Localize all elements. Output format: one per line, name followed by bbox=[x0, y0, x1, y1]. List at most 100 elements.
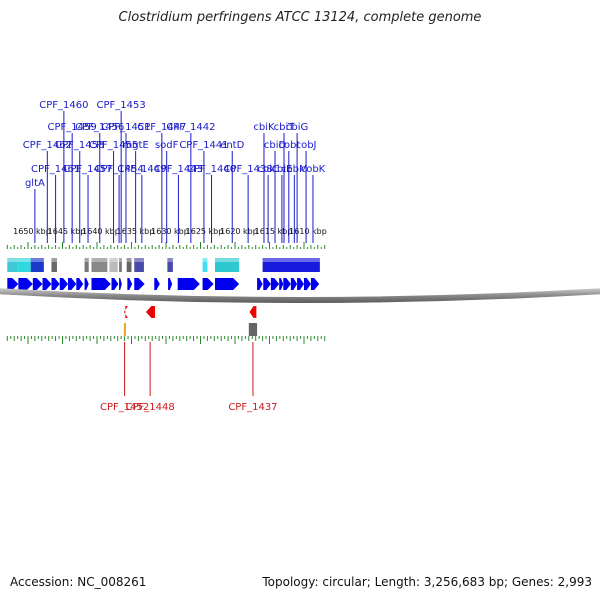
gene-label: CPF_1457 bbox=[63, 164, 112, 175]
gene-label: CPF_1459 bbox=[48, 122, 97, 133]
scale-label: 1630 kbp bbox=[151, 227, 189, 236]
scale-label: 1625 kbp bbox=[186, 227, 224, 236]
forward-strand-genes bbox=[7, 278, 320, 290]
feature-block-highlight bbox=[109, 258, 118, 262]
feature-block bbox=[91, 258, 108, 272]
feature-block-highlight bbox=[17, 258, 31, 262]
genome-summary: Topology: circular; Length: 3,256,683 bp… bbox=[262, 575, 592, 589]
scale-label: 1645 kbp bbox=[48, 227, 86, 236]
feature-block-highlight bbox=[119, 258, 122, 262]
gene-label: CPF_1440 bbox=[187, 164, 236, 175]
gene-label: CPF_1447 bbox=[137, 122, 186, 133]
forward-gene-arrow bbox=[263, 278, 271, 290]
forward-gene-arrow bbox=[283, 278, 291, 290]
reverse-feature-block bbox=[123, 323, 126, 336]
forward-gene-arrow bbox=[279, 278, 284, 290]
forward-gene-arrow bbox=[177, 278, 200, 290]
gene-label: CPF_1460 bbox=[39, 100, 88, 111]
feature-block bbox=[30, 258, 44, 272]
feature-block bbox=[126, 258, 132, 272]
gene-label: entD bbox=[220, 140, 244, 151]
feature-block-highlight bbox=[91, 258, 108, 262]
scale-label: 1615 kbp bbox=[255, 227, 293, 236]
gene-label: CPF_1456 bbox=[75, 122, 124, 133]
forward-gene-arrow bbox=[32, 278, 43, 290]
gene-label: CPF_1461 bbox=[31, 164, 80, 175]
feature-block bbox=[167, 258, 173, 272]
genome-backbone bbox=[0, 288, 600, 303]
scale-label: 1640 kbp bbox=[82, 227, 120, 236]
top-scale-ticks bbox=[6, 242, 326, 249]
forward-gene-arrow bbox=[134, 278, 145, 290]
gene-label: cobM bbox=[281, 164, 308, 175]
reverse-strand-genes bbox=[123, 306, 257, 318]
feature-block-highlight bbox=[84, 258, 89, 262]
forward-gene-arrow bbox=[84, 278, 89, 290]
gene-label: cbiC bbox=[257, 164, 279, 175]
scale-label: 1610 kbp bbox=[289, 227, 327, 236]
feature-block-highlight bbox=[167, 258, 173, 262]
reverse-gene-arrow bbox=[123, 306, 128, 318]
gene-label: CPF_1462 bbox=[23, 140, 72, 151]
feature-block bbox=[134, 258, 144, 272]
forward-gene-arrow bbox=[214, 278, 240, 290]
gene-label: mgtE bbox=[122, 140, 148, 151]
gene-label: CPF_1438 bbox=[224, 164, 273, 175]
gene-label: CPF_1437 bbox=[228, 402, 277, 413]
gene-label: CPF_1458 bbox=[55, 140, 104, 151]
gene-label: CPF_1449 bbox=[117, 164, 166, 175]
feature-block-highlight bbox=[134, 258, 144, 262]
gene-label: gltA bbox=[25, 178, 45, 189]
gene-label: CPF_1442 bbox=[166, 122, 215, 133]
gene-label: CPF_1454 bbox=[94, 164, 143, 175]
reverse-feature-block bbox=[248, 323, 258, 336]
gene-label: cobI bbox=[278, 140, 299, 151]
forward-gene-arrow bbox=[270, 278, 280, 290]
forward-gene-arrow bbox=[257, 278, 263, 290]
accession-label: Accession: NC_008261 bbox=[10, 575, 147, 589]
feature-block bbox=[202, 258, 208, 272]
feature-block-highlight bbox=[202, 258, 208, 262]
gene-label: sodF bbox=[155, 140, 179, 151]
forward-gene-arrow bbox=[7, 278, 19, 290]
scale-label: 1620 kbp bbox=[220, 227, 258, 236]
reverse-feature-blocks bbox=[123, 323, 258, 336]
forward-gene-arrow bbox=[59, 278, 69, 290]
gene-label: cbiD bbox=[264, 140, 287, 151]
bottom-scale-ticks bbox=[6, 336, 326, 344]
feature-block bbox=[109, 258, 118, 272]
gene-label: CPF_1453 bbox=[97, 100, 146, 111]
forward-gene-arrow bbox=[42, 278, 52, 290]
forward-gene-arrow bbox=[119, 278, 122, 290]
feature-block bbox=[7, 258, 18, 272]
forward-gene-arrow bbox=[304, 278, 311, 290]
feature-block bbox=[17, 258, 31, 272]
forward-gene-arrow bbox=[202, 278, 214, 290]
forward-gene-arrow bbox=[310, 278, 320, 290]
gene-label: cobJ bbox=[296, 140, 317, 151]
forward-gene-arrow bbox=[297, 278, 304, 290]
gene-label: CPF_1452 bbox=[100, 402, 149, 413]
gene-label: CPF_1441 bbox=[179, 140, 228, 151]
scale-label: 1650 kbp bbox=[13, 227, 51, 236]
forward-gene-arrow bbox=[127, 278, 133, 290]
gene-label: cobK bbox=[301, 164, 326, 175]
feature-block-highlight bbox=[262, 258, 320, 262]
reverse-gene-arrow bbox=[249, 306, 257, 318]
feature-block-highlight bbox=[214, 258, 240, 262]
gene-label: cbiT bbox=[274, 122, 296, 133]
feature-block bbox=[214, 258, 240, 272]
feature-block bbox=[51, 258, 57, 272]
feature-block bbox=[119, 258, 122, 272]
gene-label: cbiE bbox=[271, 164, 292, 175]
forward-gene-arrow bbox=[91, 278, 111, 290]
gene-label: CPF_1448 bbox=[126, 402, 175, 413]
reverse-gene-arrow bbox=[145, 306, 155, 318]
gene-label: CPF_1455 bbox=[89, 140, 138, 151]
forward-gene-labels: gltACPF_1462CPF_1461CPF_1460CPF_1459CPF_… bbox=[23, 100, 326, 243]
map-title: Clostridium perfringens ATCC 13124, comp… bbox=[118, 10, 482, 25]
feature-block-highlight bbox=[51, 258, 57, 262]
gene-label: cbiK bbox=[253, 122, 275, 133]
gene-label: CPF_1451 bbox=[101, 122, 150, 133]
